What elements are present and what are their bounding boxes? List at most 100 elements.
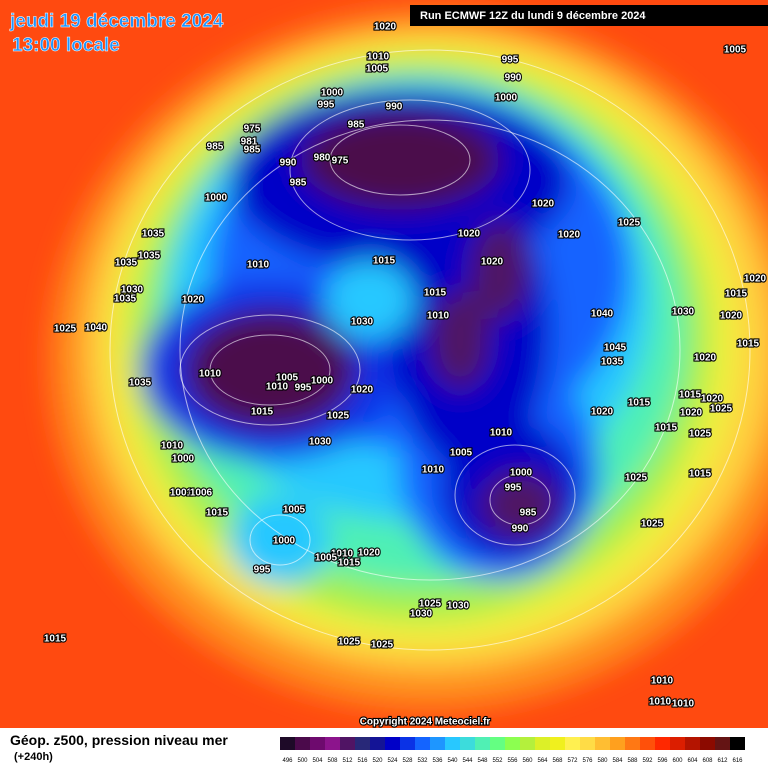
- isobar-label: 1025: [625, 473, 648, 484]
- isobar-label: 1001: [170, 488, 193, 499]
- scale-label: 584: [612, 758, 623, 764]
- isobar-label: 1030: [309, 437, 332, 448]
- scale-label: 580: [597, 758, 608, 764]
- isobar-label: 1010: [651, 676, 674, 687]
- scale-label: 532: [417, 758, 428, 764]
- legend-subtitle: (+240h): [14, 751, 53, 763]
- isobar-label: 990: [280, 158, 297, 169]
- scale-swatch: [325, 737, 340, 750]
- isobar-label: 995: [295, 383, 312, 394]
- isobar-label: 1025: [419, 599, 442, 610]
- isobar-label: 1006: [190, 488, 213, 499]
- scale-label: 568: [552, 758, 563, 764]
- isobar-label: 1000: [495, 93, 518, 104]
- isobar-label: 1025: [618, 218, 641, 229]
- isobar-label: 995: [254, 565, 271, 576]
- scale-swatch: [550, 737, 565, 750]
- isobar-label: 1015: [44, 634, 67, 645]
- scale-swatch: [295, 737, 310, 750]
- isobar-label: 1000: [273, 536, 296, 547]
- scale-label: 612: [717, 758, 728, 764]
- isobar-label: 1000: [321, 88, 344, 99]
- isobar-label: 1025: [641, 519, 664, 530]
- isobar-label: 1020: [532, 199, 555, 210]
- scale-label: 544: [462, 758, 473, 764]
- isobar-label: 1020: [680, 408, 703, 419]
- scale-swatch: [370, 737, 385, 750]
- scale-swatch: [685, 737, 700, 750]
- scale-swatch: [595, 737, 610, 750]
- scale-swatch: [640, 737, 655, 750]
- isobar-label: 995: [505, 483, 522, 494]
- copyright: Copyright 2024 Meteociel.fr: [360, 717, 491, 728]
- isobar-label: 985: [348, 120, 365, 131]
- scale-swatch: [310, 737, 325, 750]
- scale-swatch: [355, 737, 370, 750]
- scale-swatch: [430, 737, 445, 750]
- isobar-label: 985: [520, 508, 537, 519]
- isobar-label: 1010: [649, 697, 672, 708]
- color-scale: 496 500 504 508 512 516 520 524 528 532 536 540 544 5…: [280, 737, 745, 764]
- isobar-label: 1020: [481, 257, 504, 268]
- run-banner: [410, 5, 768, 26]
- isobar-label: 1015: [424, 288, 447, 299]
- isobar-label: 1030: [447, 601, 470, 612]
- scale-label: 600: [672, 758, 683, 764]
- scale-swatch: [700, 737, 715, 750]
- isobar-label: 1015: [206, 508, 229, 519]
- isobar-label: 1020: [720, 311, 743, 322]
- scale-label: 608: [702, 758, 713, 764]
- isobar-label: 1015: [373, 256, 396, 267]
- scale-swatch: [565, 737, 580, 750]
- scale-label: 516: [357, 758, 368, 764]
- scale-label: 512: [342, 758, 353, 764]
- isobar-label: 995: [318, 100, 335, 111]
- isobar-label: 1045: [604, 343, 627, 354]
- run-info: Run ECMWF 12Z du lundi 9 décembre 2024: [420, 10, 646, 22]
- isobar-label: 981: [241, 137, 258, 148]
- scale-swatch: [520, 737, 535, 750]
- scale-swatch: [445, 737, 460, 750]
- forecast-time: 13:00 locale: [12, 35, 120, 56]
- scale-label: 592: [642, 758, 653, 764]
- isobar-label: 985: [207, 142, 224, 153]
- isobar-label: 1000: [311, 376, 334, 387]
- scale-swatch: [715, 737, 730, 750]
- scale-label: 604: [687, 758, 698, 764]
- scale-label: 524: [387, 758, 398, 764]
- scale-swatch: [400, 737, 415, 750]
- isobar-label: 1010: [161, 441, 184, 452]
- isobar-label: 1035: [601, 357, 624, 368]
- isobar-label: 1025: [710, 404, 733, 415]
- isobar-label: 1035: [138, 251, 161, 262]
- isobar-label: 1025: [371, 640, 394, 651]
- isobar-label: 990: [505, 73, 522, 84]
- scale-label: 564: [537, 758, 548, 764]
- isobar-label: 1035: [114, 294, 137, 305]
- isobar-label: 990: [512, 524, 529, 535]
- scale-label: 540: [447, 758, 458, 764]
- isobar-label: 1025: [327, 411, 350, 422]
- scale-label: 572: [567, 758, 578, 764]
- isobar-label: 1020: [694, 353, 717, 364]
- isobar-label: 1030: [121, 285, 144, 296]
- isobar-label: 1015: [251, 407, 274, 418]
- isobar-label: 1020: [358, 548, 381, 559]
- isobar-label: 1035: [129, 378, 152, 389]
- forecast-date: jeudi 19 décembre 2024: [9, 11, 224, 32]
- isobar-label: 1010: [247, 260, 270, 271]
- isobar-label: 1030: [410, 609, 433, 620]
- isobar-label: 1010: [672, 699, 695, 710]
- scale-label: 576: [582, 758, 593, 764]
- scale-swatch: [490, 737, 505, 750]
- scale-swatch: [340, 737, 355, 750]
- isobar-label: 975: [244, 124, 261, 135]
- isobar-label: 1030: [672, 307, 695, 318]
- scale-label: 528: [402, 758, 413, 764]
- scale-label: 548: [477, 758, 488, 764]
- geopotential-field: [50, 10, 768, 710]
- isobars: [109, 49, 751, 651]
- isobar-label: 1000: [510, 468, 533, 479]
- isobar-label: 1030: [351, 317, 374, 328]
